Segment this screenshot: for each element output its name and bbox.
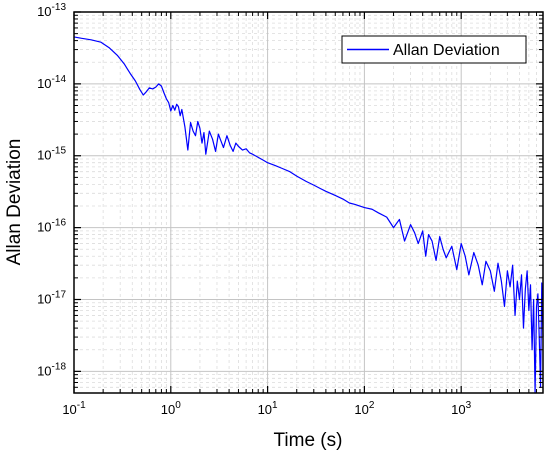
axis-ticks [73,11,543,393]
y-tick-label: 10-16 [37,218,66,235]
x-axis-title: Time (s) [274,430,343,451]
grid [73,11,543,393]
legend-label: Allan Deviation [393,42,500,59]
y-tick-label: 10-13 [37,2,66,19]
x-tick-label: 10-1 [62,400,86,417]
x-tick-label: 103 [451,400,471,417]
y-tick-label: 10-18 [37,361,66,378]
y-tick-label: 10-17 [37,289,66,306]
x-tick-label: 102 [354,400,374,417]
tick-labels: 10-1 100 101 102 103 10-13 10-14 10-15 10-16 10-1… [37,2,472,417]
x-tick-label: 101 [258,400,278,417]
y-axis-title: Allan Deviation [4,139,25,266]
series-line-allan-deviation [73,36,544,394]
legend: Allan Deviation [341,35,527,64]
plot-frame [73,11,544,394]
y-tick-label: 10-14 [37,74,66,91]
y-tick-label: 10-15 [37,146,66,163]
x-tick-label: 100 [161,400,181,417]
